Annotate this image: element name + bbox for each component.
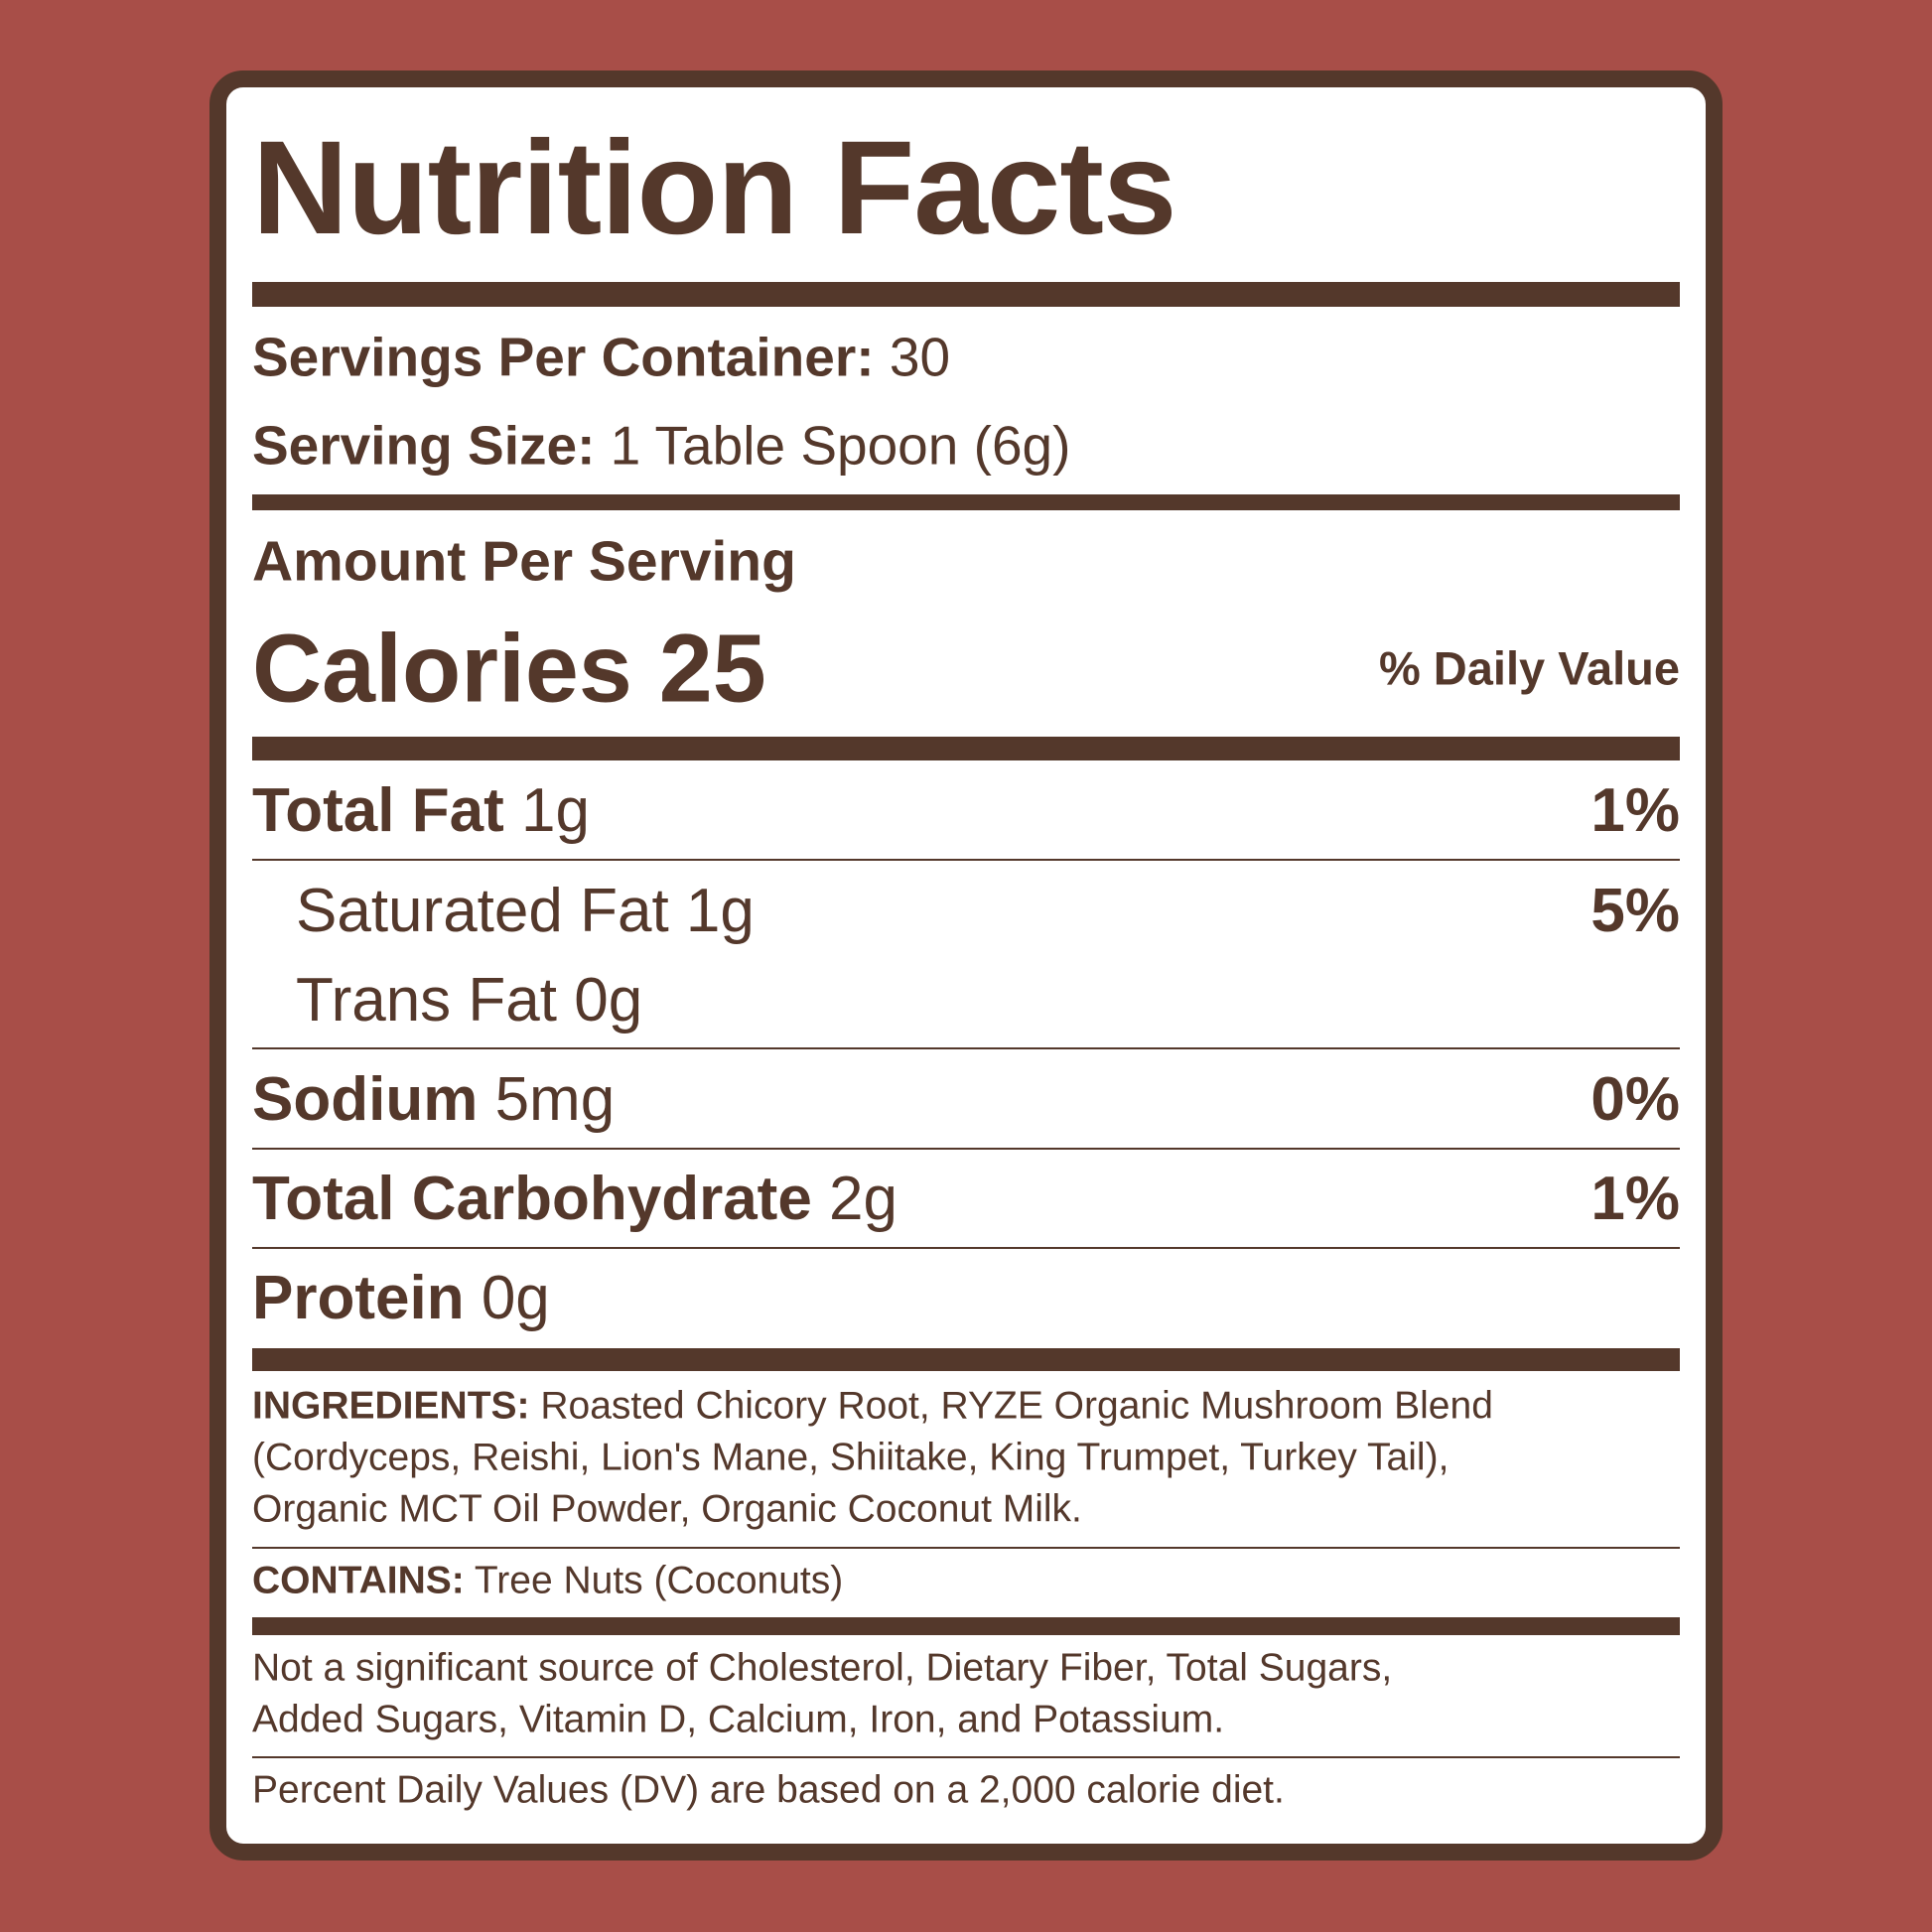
nutrient-name: Saturated Fat <box>296 877 669 945</box>
nutrient-name: Total Carbohydrate <box>252 1165 812 1233</box>
serving-size-value: 1 Table Spoon (6g) <box>610 414 1071 477</box>
footnote: Percent Daily Values (DV) are based on a… <box>252 1768 1285 1812</box>
page-title: Nutrition Facts <box>252 114 1176 262</box>
servings-value: 30 <box>889 326 951 388</box>
medium-divider <box>252 1617 1680 1635</box>
nutrient-dv: 0% <box>1590 1065 1680 1134</box>
ingredients-label: INGREDIENTS: <box>252 1384 530 1428</box>
nutrient-row-sodium: Sodium 5mg <box>252 1069 615 1131</box>
servings-per-container: Servings Per Container: 30 <box>252 330 950 385</box>
calories-value: 25 <box>658 614 766 723</box>
not-significant-text: Added Sugars, Vitamin D, Calcium, Iron, … <box>252 1698 1225 1741</box>
nutrition-label-panel <box>209 70 1723 1861</box>
nutrient-amount: 0g <box>574 966 643 1035</box>
contains-line: CONTAINS: Tree Nuts (Coconuts) <box>252 1562 843 1600</box>
thick-divider <box>252 1348 1680 1371</box>
amount-per-serving: Amount Per Serving <box>252 529 796 594</box>
thin-divider <box>252 1247 1680 1249</box>
nutrient-name: Sodium <box>252 1065 479 1134</box>
contains-label: CONTAINS: <box>252 1559 465 1602</box>
nutrient-row-trans-fat: Trans Fat 0g <box>296 970 642 1032</box>
nutrient-amount: 1g <box>520 776 590 845</box>
daily-value-header: % Daily Value <box>1378 641 1680 695</box>
thin-divider <box>252 1148 1680 1150</box>
nutrient-row-saturated-fat: Saturated Fat 1g <box>296 881 755 942</box>
ingredients-text: (Cordyceps, Reishi, Lion's Mane, Shiitak… <box>252 1436 1449 1479</box>
nutrient-row-total-carbohydrate: Total Carbohydrate 2g <box>252 1169 897 1230</box>
nutrient-name: Total Fat <box>252 776 504 845</box>
calories: Calories 25 <box>252 621 766 717</box>
thin-divider <box>252 1047 1680 1049</box>
thin-divider <box>252 859 1680 861</box>
servings-label: Servings Per Container: <box>252 326 875 388</box>
nutrient-dv: 1% <box>1590 776 1680 845</box>
thin-divider <box>252 1547 1680 1549</box>
thick-divider <box>252 282 1680 307</box>
nutrient-amount: 5mg <box>494 1065 616 1134</box>
medium-divider <box>252 494 1680 510</box>
contains-value: Tree Nuts (Coconuts) <box>474 1559 844 1602</box>
nutrient-amount: 2g <box>829 1165 898 1233</box>
ingredients-line: INGREDIENTS: Roasted Chicory Root, RYZE … <box>252 1387 1493 1426</box>
not-significant-text: Not a significant source of Cholesterol,… <box>252 1646 1393 1690</box>
nutrient-name: Trans Fat <box>296 966 557 1035</box>
nutrient-dv: 1% <box>1590 1165 1680 1233</box>
nutrient-row-protein: Protein 0g <box>252 1268 550 1329</box>
ingredients-text: Roasted Chicory Root, RYZE Organic Mushr… <box>540 1384 1493 1428</box>
nutrient-name: Protein <box>252 1264 465 1332</box>
nutrient-amount: 0g <box>481 1264 550 1332</box>
serving-size-label: Serving Size: <box>252 414 596 477</box>
ingredients-text: Organic MCT Oil Powder, Organic Coconut … <box>252 1487 1082 1531</box>
serving-size: Serving Size: 1 Table Spoon (6g) <box>252 418 1070 474</box>
thin-divider <box>252 1756 1680 1758</box>
thick-divider <box>252 737 1680 760</box>
nutrient-row-total-fat: Total Fat 1g <box>252 780 590 842</box>
nutrient-dv: 5% <box>1590 877 1680 945</box>
nutrient-amount: 1g <box>685 877 755 945</box>
calories-label: Calories <box>252 614 632 723</box>
